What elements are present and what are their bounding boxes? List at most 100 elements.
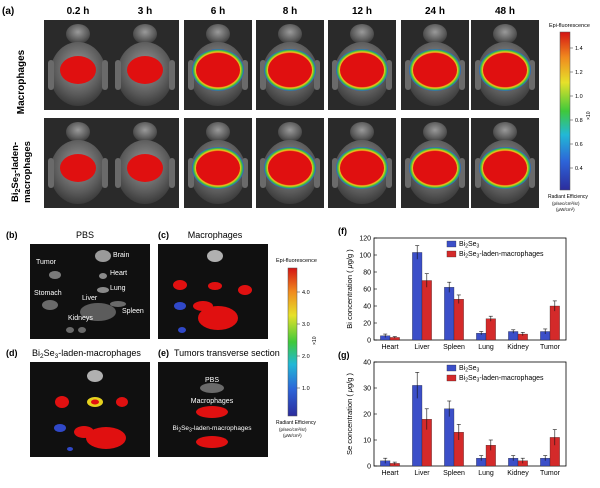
colorbar-e-tick-label: 3.0 <box>302 322 310 328</box>
fluorescence-signal <box>413 53 457 87</box>
section-label-bi2se3: Bi2Se3-laden-macrophages <box>173 425 253 434</box>
bs-tumor <box>55 396 69 408</box>
colorbar-e-footer1: Radiant Efficiency <box>276 420 316 426</box>
legend-sub2: 3 <box>477 244 480 250</box>
legend-bi: Bi <box>459 375 466 382</box>
legend-sub1: 2 <box>465 368 468 374</box>
mouse-image <box>256 20 324 110</box>
section-label-se: Se <box>181 425 189 432</box>
panel-e-sections: PBS Macrophages Bi2Se3-laden-macrophages <box>173 377 253 448</box>
pbs-kidney-right <box>78 327 86 333</box>
fluorescence-signal <box>268 53 312 87</box>
pbs-kidney-left <box>66 327 74 333</box>
pbs-section <box>200 383 224 393</box>
row-label-bi2se3-line2: macrophages <box>22 141 33 203</box>
mac-kidney <box>178 327 186 333</box>
x-tick-label: Lung <box>478 344 494 351</box>
colorbar-panel-e: Epi-fluorescence 4.0 3.0 2.0 1.0 ×10 Radian… <box>276 258 318 438</box>
timepoint-label: 48 h <box>495 6 515 17</box>
mouse-image <box>471 118 539 208</box>
legend-label: Bi2Se3 <box>459 365 480 374</box>
x-tick-label: Tumor <box>540 470 561 477</box>
mouse-head <box>278 122 302 142</box>
organ-label-liver: Liver <box>82 295 98 302</box>
row-label-sub1: 2 <box>15 189 22 193</box>
colorbar-a-tick-label: 1.2 <box>575 70 583 76</box>
mouse-image <box>256 118 324 208</box>
timepoint-label: 12 h <box>352 6 372 17</box>
mouse-head <box>350 122 374 142</box>
panel-d-title-se: Se <box>44 348 55 358</box>
organ-label-tumor: Tumor <box>36 259 57 266</box>
bar-liver-series1 <box>412 252 423 341</box>
mouse-head <box>423 122 447 142</box>
x-tick-label: Heart <box>381 470 398 477</box>
colorbar-a-tick-label: 0.6 <box>575 142 583 148</box>
section-label-sub1: 2 <box>178 428 181 434</box>
panel-c-organs <box>173 250 252 333</box>
pbs-lung <box>97 287 109 293</box>
bar-chart-bi: (f) 0 20 40 60 80 100 120 Bi concentration ( μg/… <box>338 226 567 351</box>
panel-a-label: (a) <box>2 6 14 17</box>
mouse-head <box>493 24 517 44</box>
legend-sub1: 2 <box>465 254 468 260</box>
organ-label-heart: Heart <box>110 270 127 277</box>
legend-se: Se <box>468 375 477 382</box>
x-tick-label: Spleen <box>443 344 465 351</box>
organ-label-spleen: Spleen <box>122 308 144 315</box>
mouse-head <box>206 122 230 142</box>
fluorescence-signal <box>483 53 527 87</box>
mouse-head <box>278 24 302 44</box>
legend-swatch <box>446 374 457 382</box>
y-axis-label-text: Se concentration ( <box>345 392 354 455</box>
panel-d-sub1: 2 <box>40 353 44 360</box>
mouse-image <box>184 118 252 208</box>
mouse-head <box>133 24 157 44</box>
pbs-heart <box>99 273 107 279</box>
y-tick-label: 20 <box>363 321 371 328</box>
panel-d-label: (d) <box>6 348 18 358</box>
chart-panel-label: (f) <box>338 226 347 236</box>
mouse-paw-left <box>48 158 54 188</box>
x-tick-label: Heart <box>381 344 398 351</box>
colorbar-a-tick-label: 0.8 <box>575 118 583 124</box>
panel-c-title: Macrophages <box>188 230 243 240</box>
y-axis-label-unit: g/g ) <box>345 249 354 265</box>
chart-panel-label: (g) <box>338 350 350 360</box>
panel-c-label: (c) <box>158 230 169 240</box>
colorbar-e-tick-label: 2.0 <box>302 354 310 360</box>
mouse-paw-left <box>115 158 121 188</box>
panel-b-organs: Tumor Brain Heart Lung Stomach Liver Spl… <box>34 250 144 333</box>
mouse-head <box>206 24 230 44</box>
section-label-pbs: PBS <box>205 377 219 384</box>
x-tick-label: Kidney <box>507 344 529 351</box>
mouse-image <box>44 118 112 208</box>
legend-swatch <box>446 240 457 248</box>
mouse-image <box>471 20 539 110</box>
pbs-stomach <box>42 300 58 310</box>
legend-sub1: 2 <box>465 244 468 250</box>
panel-e-label: (e) <box>158 348 169 358</box>
colorbar-a-tick-label: 1.4 <box>575 46 583 52</box>
timepoint-label: 3 h <box>138 6 152 17</box>
colorbar-a-exponent: ×10 <box>586 111 592 120</box>
colorbar-a-footer1: Radiant Efficiency <box>548 194 588 200</box>
section-label-sub2: 3 <box>189 428 192 434</box>
row-label-se: Se <box>10 177 21 189</box>
panel-d-title-bi: Bi <box>32 348 40 358</box>
panel-b-title: PBS <box>76 230 94 240</box>
organ-label-brain: Brain <box>113 252 129 259</box>
fluorescence-signal <box>413 151 457 185</box>
mouse-image <box>401 118 469 208</box>
y-tick-label: 120 <box>359 236 371 243</box>
row-label-sub2: 3 <box>15 173 22 177</box>
x-tick-label: Kidney <box>507 470 529 477</box>
mouse-paw-left <box>115 60 121 90</box>
colorbar-a-gradient <box>559 31 571 191</box>
mouse-image <box>401 20 469 110</box>
x-tick-label: Liver <box>414 470 430 477</box>
fluorescence-signal <box>196 53 240 87</box>
colorbar-e-footer3: (μW/cm²) <box>283 433 302 438</box>
panel-b-label: (b) <box>6 230 18 240</box>
legend-bi: Bi <box>459 251 466 258</box>
